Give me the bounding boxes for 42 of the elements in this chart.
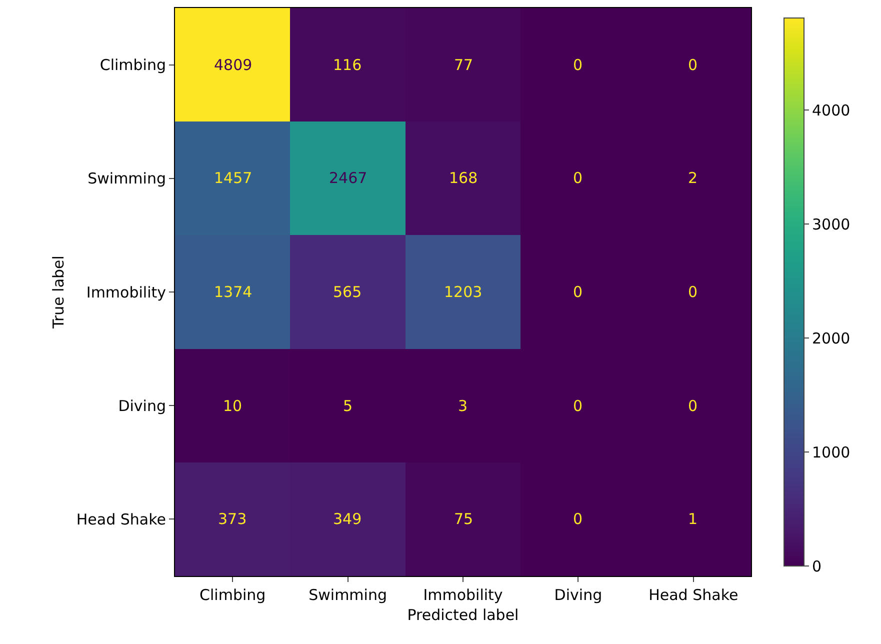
x-tick-label: Immobility bbox=[423, 586, 503, 604]
data-label: 5 bbox=[343, 397, 353, 415]
y-tick-label: Climbing bbox=[100, 56, 166, 74]
data-label: 1457 bbox=[214, 169, 252, 187]
data-label: 0 bbox=[688, 397, 698, 415]
data-label: 116 bbox=[333, 56, 362, 74]
data-label: 3 bbox=[458, 397, 468, 415]
x-tick-label: Head Shake bbox=[648, 586, 738, 604]
color-bar-label: 1000 bbox=[812, 443, 850, 462]
data-label: 349 bbox=[333, 510, 362, 528]
color-bar-label: 0 bbox=[812, 557, 822, 576]
data-label: 0 bbox=[573, 56, 583, 74]
data-label: 77 bbox=[454, 56, 474, 74]
y-tick-label: Diving bbox=[118, 396, 166, 415]
data-label: 0 bbox=[688, 283, 698, 301]
color-bar-label: 4000 bbox=[812, 101, 850, 120]
y-tick-label: Swimming bbox=[88, 170, 166, 188]
data-label: 0 bbox=[688, 56, 698, 74]
data-label: 0 bbox=[573, 169, 583, 187]
data-label: 2 bbox=[688, 169, 698, 187]
data-label: 1 bbox=[688, 510, 698, 528]
data-label: 4809 bbox=[214, 56, 252, 74]
color-bar-label: 3000 bbox=[812, 215, 850, 234]
data-label: 168 bbox=[449, 169, 478, 187]
x-tick-label: Climbing bbox=[200, 586, 266, 604]
y-axis-title: True label bbox=[50, 256, 68, 330]
x-tick-label: Swimming bbox=[308, 586, 387, 604]
data-label: 0 bbox=[573, 510, 583, 528]
color-bar-label: 2000 bbox=[812, 329, 850, 348]
data-label: 1374 bbox=[214, 283, 252, 301]
data-label: 75 bbox=[454, 510, 474, 528]
x-tick-label: Diving bbox=[554, 586, 602, 604]
data-label: 373 bbox=[218, 510, 247, 528]
x-axis-title: Predicted label bbox=[407, 606, 519, 624]
data-label: 0 bbox=[573, 283, 583, 301]
data-label: 10 bbox=[223, 397, 242, 415]
data-label: 0 bbox=[573, 397, 583, 415]
y-tick-label: Head Shake bbox=[76, 510, 166, 528]
data-label: 1203 bbox=[444, 283, 482, 301]
y-tick-label: Immobility bbox=[86, 283, 166, 302]
data-label: 565 bbox=[333, 283, 362, 301]
data-label: 2467 bbox=[329, 169, 368, 187]
